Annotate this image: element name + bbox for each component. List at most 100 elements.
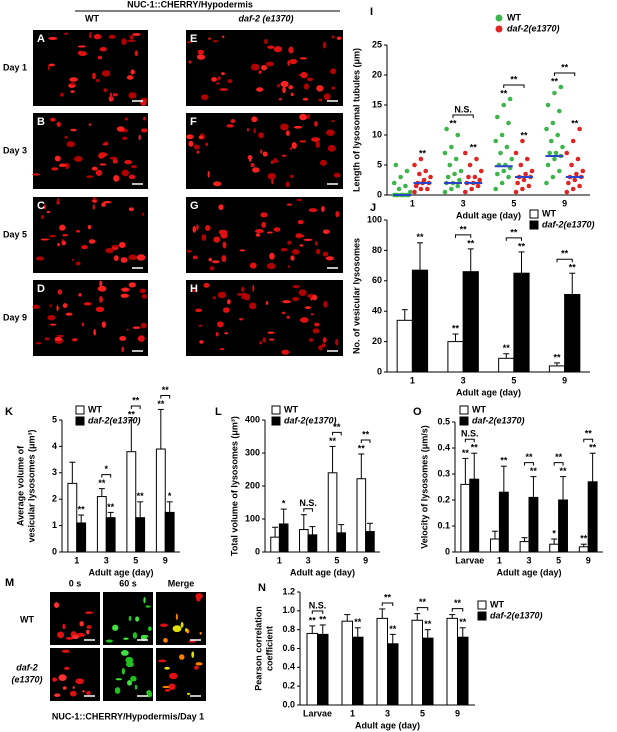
lysosome bbox=[282, 86, 286, 94]
lysosome bbox=[260, 149, 263, 154]
bar bbox=[462, 271, 479, 373]
lysosome bbox=[196, 224, 199, 231]
lysosome bbox=[215, 332, 219, 337]
y-axis-label: Average volume of bbox=[15, 445, 25, 526]
lysosome bbox=[322, 251, 329, 257]
lysosome bbox=[188, 640, 197, 643]
lysosome bbox=[331, 119, 335, 123]
panel-letter: G bbox=[190, 200, 199, 212]
bracket bbox=[505, 237, 522, 241]
lysosome bbox=[243, 293, 251, 301]
lysosome bbox=[77, 45, 87, 48]
x-tick-label: Larvae bbox=[303, 708, 332, 718]
lysosome bbox=[93, 33, 102, 40]
x-tick-label: 1 bbox=[350, 708, 355, 718]
y-tick-label: 0.4 bbox=[282, 662, 295, 672]
lysosome bbox=[122, 136, 128, 141]
y-tick-label: 5 bbox=[377, 159, 382, 169]
y-tick-label: 10 bbox=[372, 129, 382, 139]
y-tick-label: 0.5 bbox=[437, 416, 450, 426]
lysosome bbox=[132, 326, 141, 330]
data-point bbox=[449, 144, 454, 150]
x-tick-label: 3 bbox=[461, 198, 466, 208]
data-point bbox=[572, 177, 578, 183]
data-point bbox=[458, 168, 464, 174]
x-tick-label: 3 bbox=[385, 708, 390, 718]
lysosome bbox=[130, 69, 135, 75]
bar bbox=[578, 546, 589, 553]
bracket-label: N.S. bbox=[299, 498, 317, 508]
data-point bbox=[407, 189, 413, 195]
lysosome bbox=[196, 596, 201, 602]
lysosome bbox=[269, 338, 275, 341]
lysosome bbox=[92, 204, 95, 210]
data-point bbox=[570, 138, 576, 144]
x-axis-label: Adult age (day) bbox=[456, 387, 521, 397]
lysosome bbox=[57, 631, 65, 639]
lysosome bbox=[93, 329, 96, 336]
lysosome bbox=[116, 126, 125, 132]
lysosome bbox=[319, 159, 327, 166]
data-point bbox=[556, 108, 562, 114]
bar bbox=[498, 491, 509, 553]
lysosome bbox=[266, 262, 276, 270]
y-tick-label: 1.0 bbox=[282, 605, 295, 615]
lysosome bbox=[290, 92, 294, 97]
lysosome bbox=[296, 198, 303, 202]
bar bbox=[519, 541, 530, 553]
significance: ** bbox=[470, 142, 478, 152]
lysosome bbox=[97, 55, 103, 60]
lysosome bbox=[127, 680, 133, 686]
lysosome bbox=[273, 46, 283, 53]
data-point bbox=[423, 168, 429, 174]
x-tick-label: 1 bbox=[74, 555, 79, 565]
data-point bbox=[520, 138, 525, 144]
lysosome bbox=[121, 169, 130, 177]
lysosome bbox=[261, 64, 268, 71]
x-tick-label: 5 bbox=[334, 555, 339, 565]
lysosome bbox=[280, 80, 289, 88]
legend-swatch bbox=[495, 14, 503, 22]
lysosome bbox=[86, 625, 92, 629]
lysosome bbox=[276, 83, 280, 88]
y-tick-label: 0.2 bbox=[437, 494, 450, 504]
lysosome bbox=[314, 322, 320, 327]
lysosome bbox=[249, 262, 257, 269]
data-point bbox=[403, 183, 408, 189]
micrograph bbox=[186, 113, 343, 189]
lysosome bbox=[306, 77, 313, 82]
y-tick-label: 0 bbox=[377, 189, 382, 199]
data-point bbox=[428, 174, 433, 180]
bar bbox=[126, 451, 137, 553]
lysosome bbox=[292, 285, 300, 289]
data-point bbox=[418, 156, 424, 162]
bar bbox=[376, 617, 388, 706]
x-tick-label: 3 bbox=[526, 555, 531, 565]
lysosome bbox=[75, 261, 81, 266]
lysosome bbox=[322, 229, 330, 234]
lysosome bbox=[289, 58, 298, 65]
y-tick-label: 0.8 bbox=[282, 624, 295, 634]
x-tick-label: 9 bbox=[363, 555, 368, 565]
lysosome bbox=[134, 50, 139, 57]
lysosome bbox=[69, 77, 78, 82]
lysosome bbox=[53, 602, 60, 608]
lysosome bbox=[113, 255, 119, 262]
significance: ** bbox=[157, 399, 165, 409]
x-tick-label: 1 bbox=[277, 555, 282, 565]
panel-letter: C bbox=[37, 200, 45, 212]
lysosome bbox=[135, 616, 140, 622]
lysosome bbox=[247, 155, 253, 160]
lysosome bbox=[169, 672, 178, 680]
lysosome bbox=[86, 175, 94, 178]
lysosome bbox=[113, 174, 120, 182]
bar bbox=[387, 643, 399, 706]
lysosome bbox=[330, 68, 337, 75]
lysosome bbox=[64, 666, 70, 670]
significance: ** bbox=[467, 238, 475, 248]
m-column-label: 0 s bbox=[69, 578, 82, 588]
bar bbox=[411, 269, 429, 373]
lysosome bbox=[141, 128, 148, 133]
y-tick-label: 2 bbox=[52, 494, 57, 504]
lysosome bbox=[224, 332, 229, 335]
